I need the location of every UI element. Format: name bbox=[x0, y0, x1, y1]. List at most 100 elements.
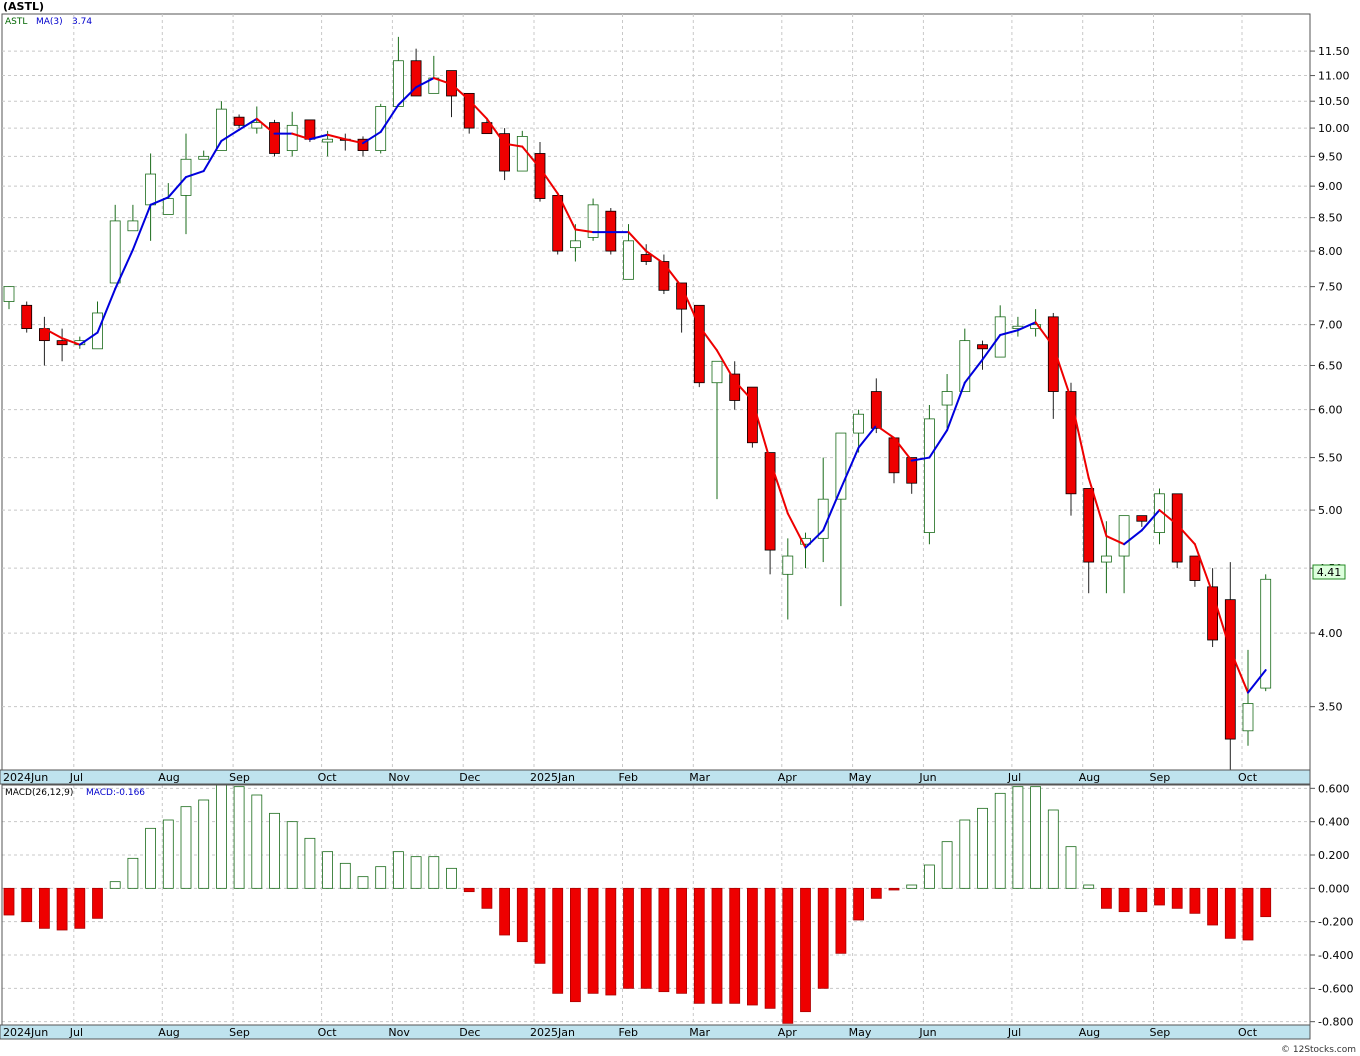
candle-body bbox=[552, 195, 564, 252]
macd-bar bbox=[817, 887, 829, 989]
candle-body bbox=[941, 391, 953, 406]
month-label: Mar bbox=[689, 1026, 710, 1039]
candle-body bbox=[304, 119, 316, 140]
candle-body bbox=[286, 124, 298, 151]
month-label: Dec bbox=[459, 1026, 480, 1039]
macd-bar bbox=[499, 887, 511, 936]
macd-bar bbox=[552, 887, 564, 994]
ma-segment bbox=[804, 529, 825, 549]
candle-body bbox=[233, 116, 245, 126]
ma-segment bbox=[503, 142, 524, 148]
macd-bar bbox=[286, 821, 298, 889]
macd-bar bbox=[145, 827, 157, 889]
macd-bar bbox=[835, 887, 847, 954]
ma-segment bbox=[1176, 523, 1196, 546]
candle-body bbox=[994, 316, 1006, 358]
candle-body bbox=[587, 204, 599, 238]
candle-body bbox=[640, 254, 652, 262]
candle-body bbox=[1118, 515, 1130, 557]
price-tick-label: 11.50 bbox=[1318, 45, 1350, 58]
macd-bar bbox=[747, 887, 758, 1006]
month-label: Apr bbox=[778, 771, 798, 784]
macd-tick-label: 0.600 bbox=[1318, 782, 1350, 795]
price-tick-label: 11.00 bbox=[1318, 70, 1350, 83]
candle-body bbox=[1065, 391, 1077, 495]
candle-body bbox=[853, 413, 864, 434]
candle-body bbox=[109, 220, 121, 284]
macd-bar bbox=[1101, 887, 1112, 909]
ma-segment bbox=[1140, 509, 1161, 532]
macd-bar bbox=[570, 887, 581, 1003]
macd-bar bbox=[1224, 887, 1236, 939]
candle-body bbox=[1224, 599, 1236, 740]
ma-segment bbox=[751, 399, 772, 462]
ma-segment bbox=[716, 349, 736, 382]
price-tick-label: 3.50 bbox=[1318, 701, 1343, 714]
legend-ticker: ASTL bbox=[5, 17, 27, 27]
price-tick-label: 10.00 bbox=[1318, 122, 1350, 135]
macd-bar bbox=[428, 856, 440, 889]
price-grid bbox=[2, 14, 1310, 770]
month-label: 2024Jun bbox=[3, 771, 48, 784]
ma-segment bbox=[1193, 543, 1214, 595]
macd-bar bbox=[463, 887, 475, 893]
ma-segment bbox=[1070, 397, 1090, 479]
macd-bar bbox=[1030, 786, 1041, 889]
macd-tick-label: -0.600 bbox=[1318, 982, 1353, 995]
ma-segment bbox=[96, 287, 117, 334]
macd-bar bbox=[375, 866, 387, 889]
watermark: © 12Stocks.com bbox=[1281, 1045, 1356, 1055]
candle-body bbox=[127, 220, 139, 232]
price-tick-label: 8.50 bbox=[1318, 212, 1343, 225]
candle-body bbox=[1047, 316, 1059, 392]
macd-bar bbox=[392, 851, 404, 889]
macd-bar bbox=[251, 794, 263, 889]
month-label: May bbox=[849, 771, 872, 784]
macd-bar bbox=[1189, 887, 1201, 914]
macd-month-bar bbox=[0, 1024, 1311, 1040]
month-label: Oct bbox=[1238, 771, 1258, 784]
ma-segment bbox=[485, 117, 506, 145]
macd-bar bbox=[127, 857, 139, 889]
ma-segment bbox=[468, 99, 488, 120]
macd-bar bbox=[269, 812, 280, 889]
ma-segment bbox=[1123, 529, 1143, 546]
candle-body bbox=[499, 133, 511, 172]
macd-bar bbox=[959, 819, 971, 889]
macd-tick-label: -0.200 bbox=[1318, 916, 1353, 929]
macd-bar bbox=[481, 887, 493, 909]
macd-bar bbox=[357, 876, 369, 889]
macd-bar bbox=[1047, 809, 1059, 889]
month-label: Sep bbox=[229, 1026, 250, 1039]
macd-bar bbox=[1242, 887, 1254, 941]
ma-line bbox=[43, 77, 1267, 694]
month-label: Aug bbox=[158, 1026, 179, 1039]
macd-bar bbox=[800, 887, 811, 1013]
ma-segment bbox=[308, 133, 329, 141]
macd-bar bbox=[21, 887, 33, 923]
candle-body bbox=[835, 432, 847, 500]
month-label: Nov bbox=[388, 771, 410, 784]
month-label: Jun bbox=[918, 1026, 936, 1039]
candle-body bbox=[1136, 515, 1148, 522]
ma-segment bbox=[149, 196, 170, 206]
ma-segment bbox=[786, 512, 807, 549]
macd-bar bbox=[304, 837, 316, 889]
ma-segment bbox=[1211, 592, 1232, 651]
macd-bar bbox=[180, 806, 192, 889]
ma-segment bbox=[662, 262, 683, 288]
macd-bar bbox=[658, 887, 670, 993]
candle-body bbox=[322, 138, 334, 143]
month-label: Dec bbox=[459, 771, 480, 784]
macd-bar bbox=[711, 887, 723, 1004]
macd-legend-value: MACD:-0.166 bbox=[86, 788, 145, 798]
candle-body bbox=[906, 457, 918, 484]
candle-body bbox=[977, 344, 988, 350]
candle-body bbox=[3, 286, 15, 302]
candle-body bbox=[570, 240, 581, 249]
macd-bar bbox=[693, 887, 705, 1004]
ma-segment bbox=[397, 86, 418, 106]
macd-bar bbox=[605, 887, 617, 996]
macd-bar bbox=[1260, 887, 1272, 918]
candle-body bbox=[1101, 555, 1112, 563]
